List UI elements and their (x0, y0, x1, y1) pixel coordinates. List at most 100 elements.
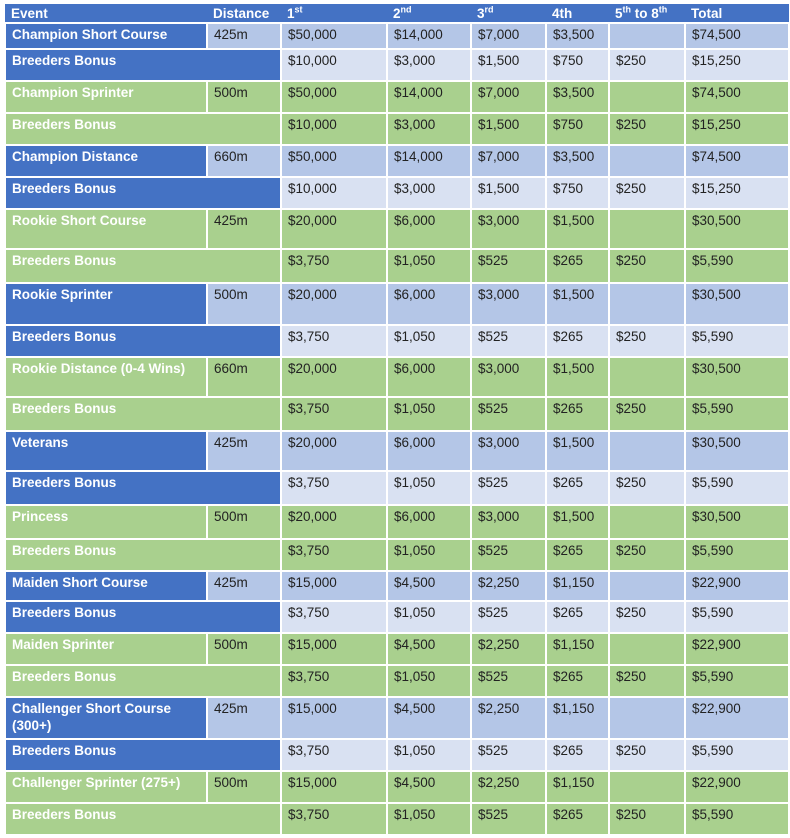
prize-3rd-cell: $525 (470, 538, 547, 572)
prize-5th-8th-cell (608, 144, 686, 178)
prize-4th-cell: $3,500 (545, 144, 610, 178)
prize-1st-cell: $20,000 (280, 430, 388, 472)
event-cell: Champion Distance (4, 144, 208, 178)
prize-3rd-cell: $2,250 (470, 570, 547, 602)
prize-1st-cell: $50,000 (280, 22, 388, 50)
prize-4th-cell: $265 (545, 600, 610, 634)
prize-2nd-cell: $4,500 (386, 770, 472, 804)
prize-3rd-cell: $3,000 (470, 356, 547, 398)
prize-5th-8th-cell (608, 632, 686, 666)
prize-1st-cell: $15,000 (280, 770, 388, 804)
prize-5th-8th-cell: $250 (608, 664, 686, 698)
total-cell: $5,590 (684, 600, 790, 634)
prize-2nd-cell: $6,000 (386, 504, 472, 540)
prize-4th-cell: $750 (545, 176, 610, 210)
total-cell: $5,590 (684, 396, 790, 432)
prize-3rd-cell: $525 (470, 248, 547, 284)
prize-5th-8th-cell: $250 (608, 176, 686, 210)
event-row: Champion Sprinter 500m $50,000 $14,000 $7,00… (4, 80, 790, 114)
prize-2nd-cell: $6,000 (386, 208, 472, 250)
prize-1st-cell: $15,000 (280, 696, 388, 740)
prize-3rd-cell: $2,250 (470, 770, 547, 804)
event-cell: Challenger Sprinter (275+) (4, 770, 208, 804)
prize-1st-cell: $20,000 (280, 208, 388, 250)
prize-2nd-cell: $1,050 (386, 600, 472, 634)
prize-4th-cell: $265 (545, 538, 610, 572)
prize-1st-cell: $3,750 (280, 600, 388, 634)
prize-4th-cell: $265 (545, 664, 610, 698)
prize-1st-cell: $20,000 (280, 504, 388, 540)
event-cell: Breeders Bonus (4, 248, 282, 284)
event-cell: Breeders Bonus (4, 176, 282, 210)
prize-5th-8th-cell (608, 696, 686, 740)
distance-cell: 500m (206, 632, 282, 666)
prize-3rd-cell: $2,250 (470, 696, 547, 740)
bonus-row: Breeders Bonus $3,750 $1,050 $525 $265 $250 $5… (4, 324, 790, 358)
prize-5th-8th-cell (608, 208, 686, 250)
prize-3rd-cell: $1,500 (470, 176, 547, 210)
bonus-row: Breeders Bonus $3,750 $1,050 $525 $265 $250 $5… (4, 396, 790, 432)
prize-1st-cell: $10,000 (280, 176, 388, 210)
distance-cell: 425m (206, 22, 282, 50)
prize-2nd-cell: $14,000 (386, 80, 472, 114)
bonus-row: Breeders Bonus $10,000 $3,000 $1,500 $750 $25… (4, 176, 790, 210)
prize-4th-cell: $1,150 (545, 632, 610, 666)
prize-5th-8th-cell: $250 (608, 600, 686, 634)
event-cell: Rookie Short Course (4, 208, 208, 250)
prize-2nd-cell: $4,500 (386, 570, 472, 602)
prize-5th-8th-cell: $250 (608, 48, 686, 82)
prize-5th-8th-cell: $250 (608, 470, 686, 506)
event-cell: Princess (4, 504, 208, 540)
total-cell: $5,590 (684, 738, 790, 772)
prize-5th-8th-cell: $250 (608, 738, 686, 772)
event-row: Challenger Sprinter (275+) 500m $15,000 $4,… (4, 770, 790, 804)
total-cell: $22,900 (684, 570, 790, 602)
prize-1st-cell: $15,000 (280, 570, 388, 602)
prize-2nd-cell: $1,050 (386, 248, 472, 284)
prize-3rd-cell: $1,500 (470, 48, 547, 82)
total-cell: $5,590 (684, 802, 790, 836)
prize-5th-8th-cell: $250 (608, 538, 686, 572)
header-event: Event (5, 4, 207, 24)
prize-2nd-cell: $4,500 (386, 632, 472, 666)
event-cell: Champion Sprinter (4, 80, 208, 114)
prize-1st-cell: $50,000 (280, 80, 388, 114)
prize-4th-cell: $3,500 (545, 22, 610, 50)
total-cell: $30,500 (684, 282, 790, 326)
distance-cell: 660m (206, 144, 282, 178)
prize-3rd-cell: $525 (470, 664, 547, 698)
prize-2nd-cell: $4,500 (386, 696, 472, 740)
event-cell: Rookie Sprinter (4, 282, 208, 326)
prize-5th-8th-cell (608, 570, 686, 602)
event-row: Rookie Distance (0-4 Wins) 660m $20,000 $6,… (4, 356, 790, 398)
event-cell: Veterans (4, 430, 208, 472)
prize-1st-cell: $3,750 (280, 664, 388, 698)
prize-2nd-cell: $3,000 (386, 176, 472, 210)
prize-2nd-cell: $1,050 (386, 802, 472, 836)
total-cell: $30,500 (684, 208, 790, 250)
prize-5th-8th-cell (608, 504, 686, 540)
prize-2nd-cell: $14,000 (386, 22, 472, 50)
prize-2nd-cell: $1,050 (386, 470, 472, 506)
total-cell: $15,250 (684, 176, 790, 210)
prize-3rd-cell: $7,000 (470, 22, 547, 50)
event-row: Champion Short Course 425m $50,000 $14,000 $… (4, 22, 790, 50)
distance-cell: 660m (206, 356, 282, 398)
total-cell: $15,250 (684, 112, 790, 146)
prize-3rd-cell: $1,500 (470, 112, 547, 146)
total-cell: $74,500 (684, 144, 790, 178)
event-cell: Breeders Bonus (4, 802, 282, 836)
event-cell: Breeders Bonus (4, 538, 282, 572)
event-cell: Breeders Bonus (4, 600, 282, 634)
bonus-row: Breeders Bonus $3,750 $1,050 $525 $265 $250 $5… (4, 664, 790, 698)
event-row: Princess 500m $20,000 $6,000 $3,000 $1,500 $30… (4, 504, 790, 540)
prize-1st-cell: $10,000 (280, 48, 388, 82)
distance-cell: 425m (206, 208, 282, 250)
bonus-row: Breeders Bonus $3,750 $1,050 $525 $265 $250 $5… (4, 738, 790, 772)
prize-5th-8th-cell: $250 (608, 112, 686, 146)
prize-5th-8th-cell (608, 80, 686, 114)
event-row: Maiden Short Course 425m $15,000 $4,500 $2,2… (4, 570, 790, 602)
bonus-row: Breeders Bonus $3,750 $1,050 $525 $265 $250 $5… (4, 802, 790, 836)
prize-1st-cell: $3,750 (280, 738, 388, 772)
prize-3rd-cell: $525 (470, 396, 547, 432)
